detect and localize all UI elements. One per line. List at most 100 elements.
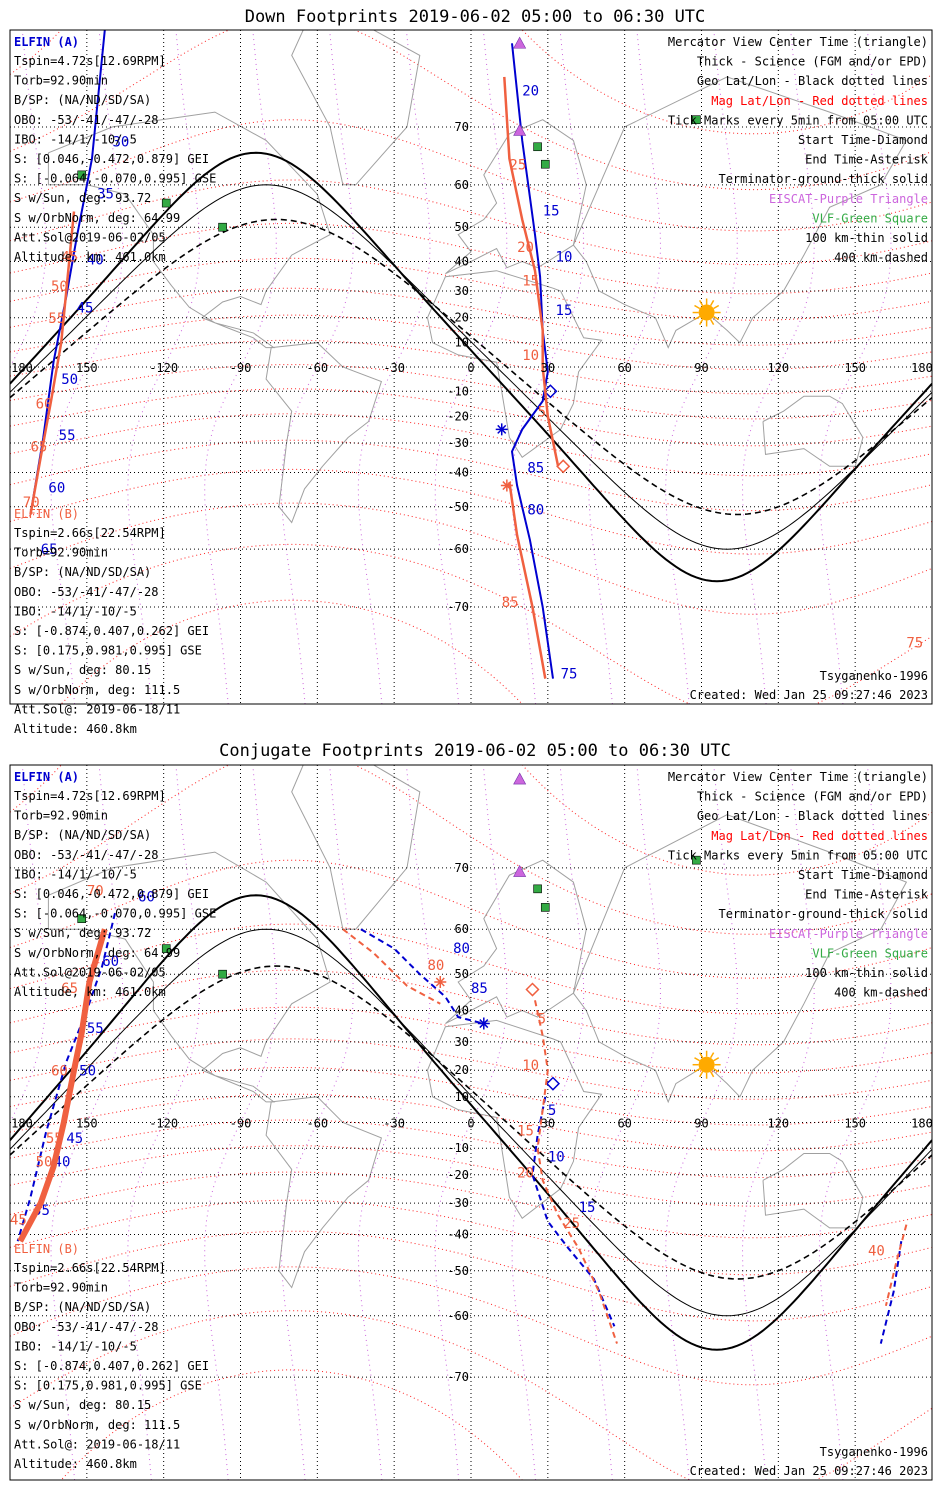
lat-tick-label: 70 <box>455 861 469 875</box>
lat-tick-label: 70 <box>455 120 469 134</box>
time-tick-label: 55 <box>59 428 76 444</box>
legend-entry: 400 km-dashed <box>834 251 928 265</box>
elfin-b-info-line: B/SP: (NA/ND/SD/SA) <box>14 565 151 579</box>
elfin-a-info-line: Att.Sol@2019-06-02/05 <box>14 965 166 979</box>
legend-entry: Tick Marks every 5min from 05:00 UTC <box>668 848 928 862</box>
lon-tick-label: 90 <box>694 1117 708 1131</box>
mag-longitude-line <box>280 765 354 1480</box>
terminator-ground <box>10 151 932 583</box>
elfin-a-info: ELFIN (A) Tspin=4.72s[12.69RPM] Torb=92.90… <box>14 770 216 999</box>
vlf-square <box>218 969 227 979</box>
end-asterisk <box>500 479 513 492</box>
lon-tick-label: 150 <box>76 1117 98 1131</box>
vlf-square <box>533 142 542 152</box>
created-timestamp: Created: Wed Jan 25 09:27:46 2023 <box>690 688 928 702</box>
sun-ray <box>713 315 720 321</box>
mag-latitude-line <box>10 339 932 395</box>
legend-entry: Start Time-Diamond <box>798 133 928 147</box>
vlf-square <box>692 115 701 125</box>
time-tick-label: 40 <box>868 1243 885 1259</box>
end-asterisk <box>434 975 447 988</box>
legend-entry: VLF-Green Square <box>812 211 928 225</box>
footprint-segment <box>342 928 441 1005</box>
time-tick-label: 5 <box>548 1103 556 1119</box>
mag-longitude-line <box>204 765 277 1480</box>
elfin-b-header: ELFIN (B) <box>14 1242 79 1256</box>
time-tick-label: 30 <box>112 135 129 151</box>
coastline <box>427 270 603 459</box>
lat-tick-label: 20 <box>455 1063 469 1077</box>
legend-entry: VLF-Green Square <box>812 946 928 960</box>
elfin-a-info-line: B/SP: (NA/ND/SD/SA) <box>14 93 151 107</box>
mag-latitude-line <box>10 222 932 295</box>
elfin-b-info-line: OBO: -53/-41/-47/-28 <box>14 585 159 599</box>
sun-ray <box>713 304 720 310</box>
elfin-a-info-line: Altitude, km: 461.0km <box>14 985 166 999</box>
coastline <box>427 1019 603 1220</box>
time-tick-label: 10 <box>556 249 573 265</box>
elfin-b-info-line: S w/Sun, deg: 80.15 <box>14 1398 151 1412</box>
legend-entry: Mercator View Center Time (triangle) <box>668 770 928 784</box>
start-diamond <box>543 384 558 399</box>
lon-tick-label: 120 <box>767 361 789 375</box>
mag-longitude-line <box>127 765 201 1480</box>
footprint-segment <box>508 482 547 679</box>
elfin-b-info-line: S: [-0.874,0.407,0.262] GEI <box>14 1359 209 1373</box>
coastline <box>445 859 587 1025</box>
lon-tick-label: 60 <box>617 361 631 375</box>
time-tick-label: 35 <box>97 187 114 203</box>
elfin-b-info-line: S w/OrbNorm, deg: 111.5 <box>14 683 180 697</box>
lon-tick-label: 180 <box>11 361 33 375</box>
coastline <box>47 851 331 1103</box>
sun-ray <box>694 1068 701 1073</box>
lat-tick-label: -10 <box>447 384 469 398</box>
sun-ray <box>698 1071 704 1078</box>
elfin-b-info: ELFIN (B) Tspin=2.66s[22.54RPM] Torb=92.90… <box>14 507 209 736</box>
time-tick-label: 10 <box>548 1149 565 1165</box>
legend-entry: Thick - Science (FGM and/or EPD) <box>697 790 928 804</box>
time-tick-label: 15 <box>579 1200 596 1216</box>
elfin-a-info-line: S w/OrbNorm, deg: 64.99 <box>14 211 180 225</box>
elfin-a-info-line: OBO: -53/-41/-47/-28 <box>14 113 159 127</box>
vlf-square <box>161 198 171 208</box>
elfin-b-info-line: Att.Sol@: 2019-06-18/11 <box>14 702 180 716</box>
chart-title: Conjugate Footprints 2019-06-02 05:00 to… <box>219 741 731 761</box>
time-tick-label: 80 <box>453 941 470 957</box>
elfin-b-info-line: Tspin=2.66s[22.54RPM] <box>14 526 166 540</box>
coastline <box>762 395 864 467</box>
sun-ray <box>709 319 715 326</box>
elfin-a-header: ELFIN (A) <box>14 770 79 784</box>
legend-entry: Thick - Science (FGM and/or EPD) <box>697 55 928 69</box>
time-tick-label: 50 <box>51 279 68 295</box>
elfin-b-info-line: Torb=92.90min <box>14 546 108 560</box>
lon-tick-label: -30 <box>383 361 405 375</box>
sun-ray <box>709 300 715 306</box>
sun-ray <box>709 1052 715 1059</box>
lat-tick-label: 30 <box>455 284 469 298</box>
sun-ray <box>694 315 701 321</box>
terminator-100km <box>10 184 932 550</box>
lat-tick-label: 10 <box>455 336 469 350</box>
footprint-segment <box>510 43 554 679</box>
legend-entry: Geo Lat/Lon - Black dotted lines <box>697 74 928 88</box>
lat-tick-label: 60 <box>455 922 469 936</box>
elfin-a-info-line: B/SP: (NA/ND/SD/SA) <box>14 828 151 842</box>
time-tick-label: 50 <box>36 1155 53 1171</box>
model-label: Tsyganenko-1996 <box>820 1445 928 1459</box>
elfin-b-info-line: Altitude: 460.8km <box>14 1457 137 1471</box>
time-tick-label: 15 <box>522 273 539 289</box>
time-tick-label: 45 <box>61 249 78 265</box>
mag-latitude-line <box>10 859 932 979</box>
elfin-b-info-line: Att.Sol@: 2019-06-18/11 <box>14 1437 180 1451</box>
time-tick-label: 20 <box>522 84 539 100</box>
sun-disc <box>698 304 715 321</box>
lon-tick-label: 60 <box>617 1117 631 1131</box>
eiscat-triangle <box>513 123 527 136</box>
elfin-a-info-line: S w/Sun, deg: 93.72 <box>14 926 151 940</box>
elfin-b-info-line: B/SP: (NA/ND/SD/SA) <box>14 1300 151 1314</box>
legend-entry: Mag Lat/Lon - Red dotted lines <box>711 94 928 108</box>
vlf-square <box>218 222 227 232</box>
lat-tick-label: -60 <box>447 542 469 556</box>
elfin-b-info: ELFIN (B) Tspin=2.66s[22.54RPM] Torb=92.90… <box>14 1242 209 1471</box>
